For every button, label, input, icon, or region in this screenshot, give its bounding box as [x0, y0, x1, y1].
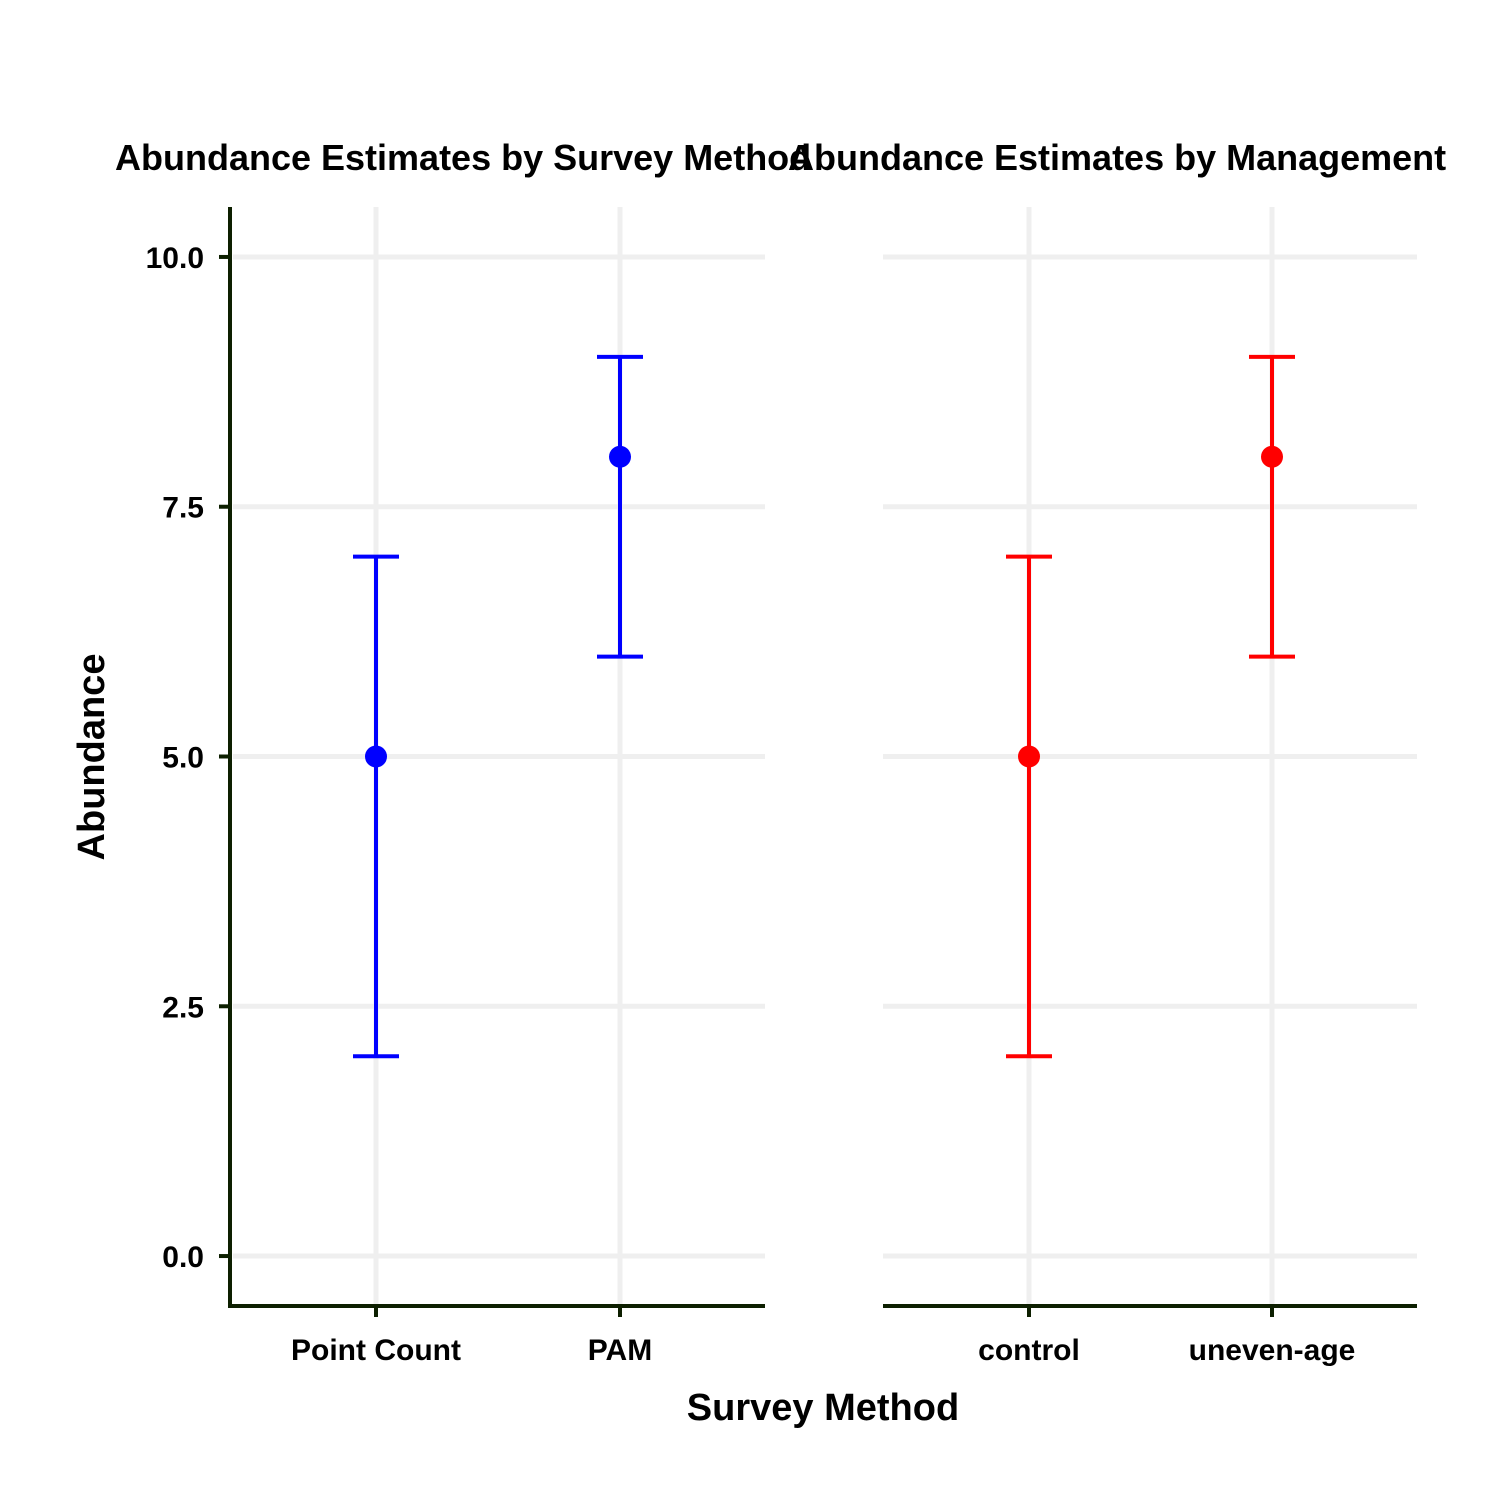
y-tick-label: 5.0	[162, 742, 204, 775]
y-axis-title: Abundance	[71, 654, 113, 861]
data-marks	[353, 354, 643, 1059]
data-point	[365, 745, 387, 768]
x-tick-label: control	[978, 1334, 1080, 1367]
y-tick-label: 0.0	[162, 1241, 204, 1274]
gridlines	[883, 207, 1417, 1306]
y-tick-label: 7.5	[162, 492, 204, 525]
y-tick-label: 2.5	[162, 991, 204, 1024]
panel-title: Abundance Estimates by Management	[788, 137, 1446, 178]
data-marks	[1006, 354, 1295, 1059]
axes: Point Count PAM 0.0 2.5 5.0 7.5 10.0	[146, 207, 765, 1367]
panel-management: control uneven-age Abundance Estimates by…	[788, 137, 1446, 1367]
x-tick-label: Point Count	[291, 1334, 461, 1367]
x-axis-title: Survey Method	[687, 1387, 959, 1429]
data-point	[1261, 445, 1283, 468]
panel-survey-method: Point Count PAM 0.0 2.5 5.0 7.5 10.0 Abundance…	[115, 137, 811, 1367]
x-tick-label: PAM	[588, 1334, 652, 1367]
gridlines	[233, 207, 765, 1306]
y-tick-label: 10.0	[146, 242, 204, 275]
axes: control uneven-age	[883, 1304, 1417, 1367]
data-point	[1018, 745, 1040, 768]
data-point	[609, 445, 631, 468]
x-tick-label: uneven-age	[1189, 1334, 1356, 1367]
panel-title: Abundance Estimates by Survey Method	[115, 137, 811, 178]
